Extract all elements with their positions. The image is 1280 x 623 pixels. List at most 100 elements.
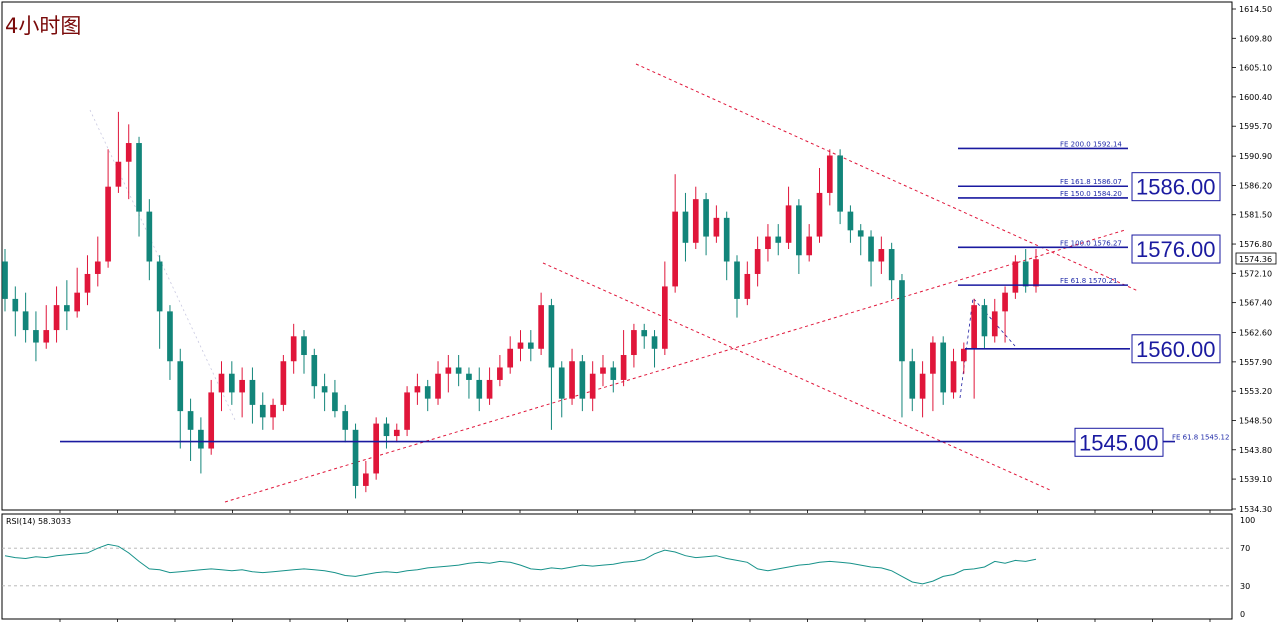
candle-body: [455, 367, 462, 374]
candle-body: [290, 336, 297, 362]
grid-layer: [59, 510, 1211, 622]
candle-body: [960, 348, 967, 362]
candle-body: [806, 236, 813, 256]
candle-body: [940, 342, 947, 393]
fe-level-label: FE 61.8 1545.12: [1172, 434, 1229, 442]
candle-body: [84, 273, 91, 293]
candle-body: [785, 205, 792, 243]
candle-body: [744, 273, 751, 299]
fe-level-label: FE 161.8 1586.07: [1060, 178, 1122, 186]
level-layer: FE 200.0 1592.14 FE 161.8 1586.07 FE 150.0…: [60, 140, 1229, 457]
candle-body: [393, 429, 400, 437]
candle-body: [548, 305, 555, 368]
candle-body: [125, 143, 132, 162]
rsi-layer: 100 70 30 0: [2, 516, 1255, 619]
trendline: [635, 63, 1139, 292]
price-tag-box: [1235, 252, 1277, 265]
trendline: [542, 262, 1051, 491]
candle-body: [899, 280, 905, 362]
candle-body: [600, 367, 606, 374]
candle-body: [239, 379, 245, 393]
candle-body: [682, 211, 689, 243]
y-tick-label: 1614.50: [1239, 5, 1272, 14]
candle-body: [868, 236, 874, 262]
candle-body: [857, 230, 864, 237]
y-tick-label: 1609.80: [1239, 34, 1272, 43]
rsi-tick-label: 100: [1240, 516, 1255, 525]
y-tick-label: 1534.30: [1239, 505, 1272, 514]
candle-body: [74, 292, 81, 312]
candle-body: [981, 305, 988, 337]
y-tick-label: 1539.10: [1239, 475, 1272, 484]
candle-body: [2, 261, 8, 299]
candle-body: [373, 423, 379, 474]
y-tick-label: 1576.80: [1239, 240, 1272, 249]
candle-body: [404, 392, 410, 430]
key-level-label: 1576.00: [1136, 237, 1216, 262]
candle-layer: [2, 111, 1039, 499]
candle-body: [156, 261, 163, 312]
candle-body: [631, 330, 637, 356]
candle-body: [146, 211, 153, 262]
candle-body: [692, 199, 699, 243]
key-level-label: 1545.00: [1079, 430, 1159, 455]
candle-body: [816, 192, 823, 237]
candle-body: [249, 379, 256, 405]
candle-body: [610, 367, 617, 380]
candle-body: [466, 373, 472, 380]
candle-body: [971, 305, 977, 349]
candle-body: [414, 386, 421, 393]
fib-connector: [89, 109, 236, 421]
candle-body: [476, 379, 483, 399]
candle-body: [64, 305, 70, 312]
candle-body: [847, 211, 854, 231]
y-tick-label: 1586.20: [1239, 181, 1272, 190]
trendline-layer: [89, 63, 1139, 503]
fe-level-label: FE 100.0 1576.27: [1060, 239, 1122, 247]
candle-body: [363, 473, 369, 486]
candle-body: [713, 217, 720, 237]
rsi-plot-frame: [1, 513, 1233, 620]
candle-body: [321, 386, 328, 393]
candle-body: [53, 305, 60, 331]
y-tick-label: 1590.90: [1239, 152, 1272, 161]
candle-body: [187, 411, 194, 430]
candle-body: [177, 361, 184, 412]
y-tick-label: 1553.20: [1239, 387, 1272, 396]
candle-body: [435, 373, 441, 399]
candle-body: [754, 249, 761, 274]
candle-body: [136, 143, 142, 212]
candle-body: [1033, 259, 1039, 287]
candle-body: [651, 336, 658, 349]
key-level-label: 1586.00: [1136, 175, 1216, 200]
candle-body: [888, 249, 895, 281]
candle-body: [878, 249, 885, 262]
candle-body: [445, 367, 452, 374]
y-tick-label: 1557.90: [1239, 358, 1272, 367]
candle-body: [1012, 261, 1019, 293]
rsi-label: RSI(14) 58.3033: [6, 517, 71, 526]
candle-body: [270, 404, 276, 418]
candle-body: [228, 373, 235, 393]
candle-body: [301, 336, 307, 356]
candle-body: [352, 429, 359, 486]
candle-body: [383, 423, 390, 437]
candle-body: [115, 161, 122, 187]
candle-body: [672, 211, 678, 287]
candle-body: [527, 342, 534, 349]
y-tick-label: 1543.80: [1239, 446, 1272, 455]
candle-body: [950, 361, 957, 393]
candle-body: [1022, 261, 1029, 287]
candle-body: [558, 367, 565, 399]
y-tick-label: 1605.10: [1239, 64, 1272, 73]
key-level-label: 1560.00: [1136, 337, 1216, 362]
candle-body: [620, 355, 627, 380]
y-tick-label: 1581.50: [1239, 211, 1272, 220]
main-plot-frame: [1, 1, 1233, 511]
candle-body: [826, 155, 833, 193]
rsi-line: [4, 543, 1037, 585]
price-axis: 1614.50 1609.80 1605.10 1600.40 1595.70 1590.…: [1232, 5, 1272, 514]
candle-body: [775, 236, 782, 243]
key-level-box: [1131, 234, 1221, 264]
